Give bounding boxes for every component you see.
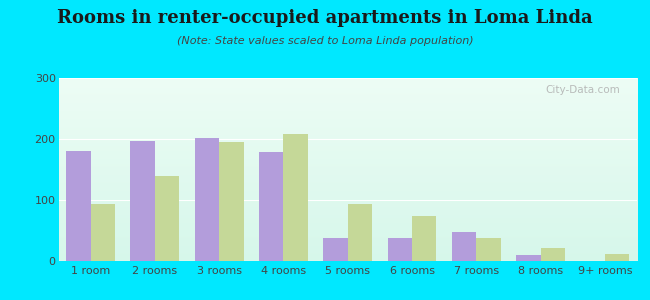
Bar (155, 176, 179, 261)
Bar (90, 204, 115, 261)
Bar (516, 255, 541, 261)
Bar (219, 142, 244, 261)
Bar (412, 217, 436, 261)
Text: Rooms in renter-occupied apartments in Loma Linda: Rooms in renter-occupied apartments in L… (57, 9, 593, 27)
Text: (Note: State values scaled to Loma Linda population): (Note: State values scaled to Loma Linda… (177, 36, 473, 46)
Bar (605, 254, 629, 261)
Bar (348, 204, 372, 261)
Bar (323, 238, 348, 261)
Bar (283, 134, 308, 261)
Bar (195, 138, 219, 261)
Bar (476, 238, 500, 261)
Bar (387, 238, 412, 261)
Text: City-Data.com: City-Data.com (545, 85, 619, 95)
Bar (66, 151, 90, 261)
Bar (541, 248, 565, 261)
Bar (259, 152, 283, 261)
Bar (452, 232, 476, 261)
Bar (131, 141, 155, 261)
